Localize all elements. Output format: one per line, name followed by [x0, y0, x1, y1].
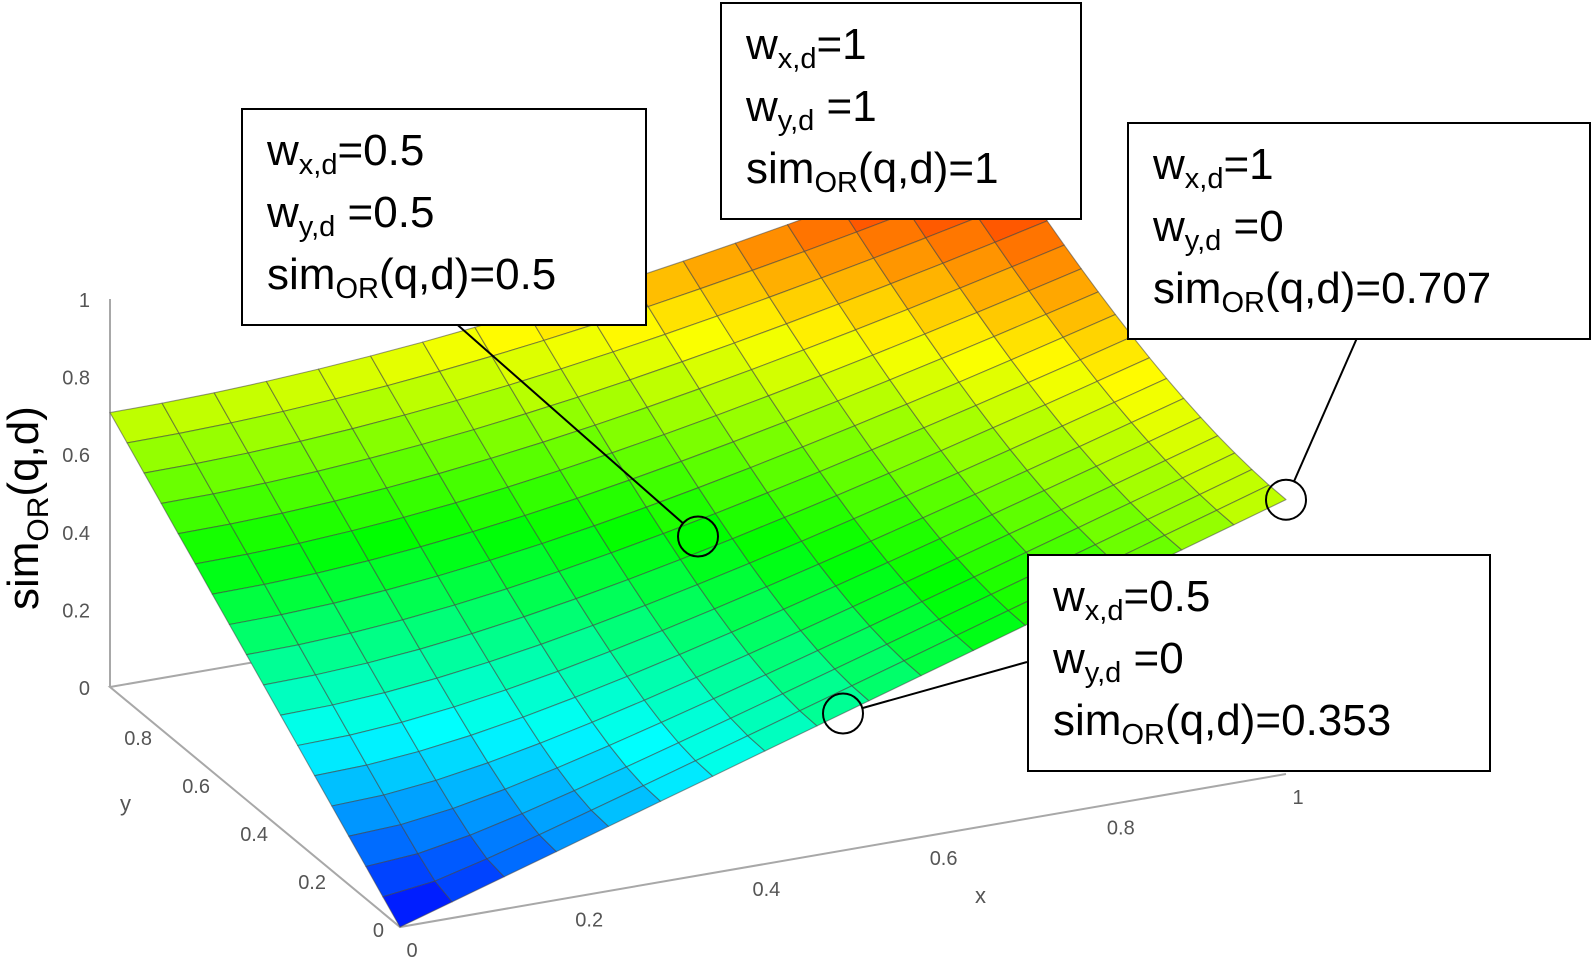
annotation-leader-mid [451, 319, 684, 525]
y-tick-label: 0.2 [298, 872, 326, 894]
z-tick-label: 0 [79, 678, 90, 700]
y-tick-label: 0 [373, 920, 384, 942]
annotation-sim-right: simOR(q,d)=0.707 [1153, 264, 1492, 319]
annotation-wy-mid: wy,d =0.5 [267, 188, 435, 243]
annotation-sim-low: simOR(q,d)=0.353 [1053, 696, 1392, 751]
annotation-box-low: wx,d=0.5 wy,d =0 simOR(q,d)=0.353 [1027, 554, 1491, 772]
x-tick-label: 0.4 [752, 879, 780, 901]
x-tick-label: 0.6 [930, 848, 958, 870]
x-tick-label: 0 [406, 940, 417, 962]
annotation-wx-low: wx,d=0.5 [1053, 572, 1211, 627]
z-tick-label: 0.2 [62, 600, 90, 622]
annotation-box-mid: wx,d=0.5 wy,d =0.5 simOR(q,d)=0.5 [241, 108, 647, 326]
z-label-sub: OR [22, 497, 55, 542]
x-tick-label: 0.2 [575, 909, 603, 931]
annotation-leader-low [862, 661, 1028, 710]
z-tick-label: 0.6 [62, 445, 90, 467]
y-axis-label: y [120, 791, 131, 816]
annotation-box-right: wx,d=1 wy,d =0 simOR(q,d)=0.707 [1127, 122, 1591, 340]
annotation-wx-right: wx,d=1 [1153, 140, 1274, 195]
annotation-wy-low: wy,d =0 [1053, 634, 1184, 689]
annotation-leader-right [1293, 337, 1358, 482]
y-tick-label: 0.6 [182, 776, 210, 798]
y-tick-label: 0.8 [124, 728, 152, 750]
z-axis-label: simOR(q,d) [0, 406, 55, 610]
x-tick-label: 0.8 [1107, 818, 1135, 840]
annotation-circle-right [1265, 478, 1307, 521]
tick-labels: 0 0.2 0.4 0.6 0.8 1 0 0.2 0.4 0.6 0.8 0 0.2 0.4 0.6 0.8… [62, 290, 1303, 962]
annotation-wx-mid: wx,d=0.5 [267, 126, 425, 181]
annotation-wx-top: wx,d=1 [746, 20, 867, 75]
y-tick-label: 0.4 [240, 824, 268, 846]
x-tick-label: 1 [1292, 787, 1303, 809]
annotation-circle-mid [677, 515, 719, 558]
z-tick-label: 1 [79, 290, 90, 312]
z-tick-label: 0.8 [62, 368, 90, 390]
z-tick-label: 0.4 [62, 523, 90, 545]
z-label-main: sim [0, 542, 48, 610]
annotation-wy-right: wy,d =0 [1153, 202, 1284, 257]
annotation-sim-top: simOR(q,d)=1 [746, 144, 999, 199]
annotation-circle-low [822, 692, 864, 735]
z-label-tail: (q,d) [0, 406, 48, 496]
annotation-wy-top: wy,d =1 [746, 82, 877, 137]
x-axis-label: x [975, 883, 986, 908]
annotation-box-top: wx,d=1 wy,d =1 simOR(q,d)=1 [720, 2, 1082, 220]
annotation-sim-mid: simOR(q,d)=0.5 [267, 250, 557, 305]
